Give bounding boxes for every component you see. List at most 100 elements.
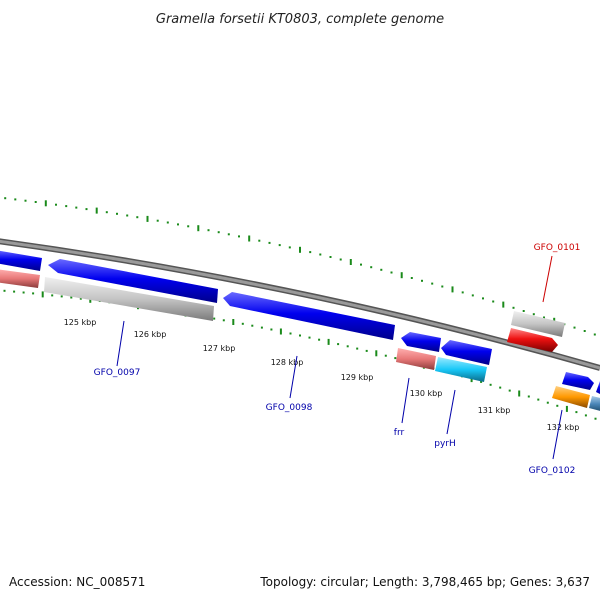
outer-tick-mark <box>258 239 261 242</box>
inner-tick-mark <box>594 417 597 420</box>
outer-tick-mark <box>197 225 200 232</box>
outer-tick-mark <box>339 258 342 261</box>
inner-tick-mark <box>337 343 340 346</box>
inner-tick-mark <box>384 354 387 357</box>
genome-backbone-highlight <box>0 239 600 370</box>
outer-tick-mark <box>217 231 220 234</box>
inner-tick-mark <box>527 395 530 398</box>
inner-tick-mark <box>70 296 73 299</box>
outer-tick-mark <box>55 203 57 206</box>
scale-label-125: 125 kbp <box>64 318 97 327</box>
inner-tick-mark <box>79 297 82 300</box>
gene-cds-blue-1 <box>48 259 218 303</box>
inner-tick-mark <box>289 332 292 335</box>
outer-tick-mark <box>390 271 393 274</box>
outer-tick-mark <box>360 263 362 266</box>
leader-line-frr <box>401 377 410 424</box>
inner-tick-mark <box>232 319 235 325</box>
inner-tick-mark <box>508 389 511 392</box>
gene-cds-pyrH-arrow <box>441 340 492 365</box>
gene-rna-pink-left <box>0 269 40 288</box>
inner-tick-mark <box>537 398 540 401</box>
gene-label-gfo-0102: GFO_0102 <box>529 466 576 476</box>
outer-tick-mark <box>309 251 312 254</box>
inner-tick-mark <box>565 405 568 412</box>
outer-tick-mark <box>85 208 88 211</box>
outer-tick-mark <box>380 268 383 271</box>
outer-tick-mark <box>370 266 373 269</box>
inner-tick-mark <box>213 317 216 320</box>
gene-cds-steel-right <box>589 396 600 411</box>
inner-tick-mark <box>394 357 397 360</box>
scale-label-129: 129 kbp <box>341 373 374 382</box>
inner-tick-mark <box>222 319 225 322</box>
leader-line-gfo-0098 <box>289 355 298 399</box>
outer-tick-mark <box>461 291 464 294</box>
outer-tick-mark <box>349 259 352 265</box>
outer-tick-mark <box>278 244 281 247</box>
gene-label-gfo-0097: GFO_0097 <box>94 368 141 378</box>
outer-tick-mark <box>126 214 129 217</box>
gene-cds-frr-arrow <box>401 332 441 352</box>
gene-cds-blue-2 <box>223 292 395 340</box>
leader-line-gfo-0101 <box>542 255 553 303</box>
outer-tick-mark <box>319 253 322 256</box>
genome-summary-text: Topology: circular; Length: 3,798,465 bp… <box>259 575 590 589</box>
scale-label-131: 131 kbp <box>478 406 511 415</box>
outer-tick-mark <box>227 233 230 236</box>
leader-line-gfo-0102 <box>552 409 563 460</box>
inner-tick-mark <box>356 347 359 350</box>
gene-cds-orange-0102 <box>552 386 590 408</box>
outer-tick-mark <box>421 279 423 282</box>
inner-tick-mark <box>480 380 483 383</box>
outer-tick-mark <box>207 229 210 232</box>
inner-tick-mark <box>346 345 349 348</box>
leader-line-gfo-0097 <box>116 320 125 367</box>
outer-tick-mark <box>410 277 413 279</box>
inner-tick-mark <box>60 295 63 298</box>
outer-tick-mark <box>146 215 149 222</box>
inner-tick-mark <box>299 334 301 337</box>
inner-tick-mark <box>260 326 263 329</box>
inner-tick-mark <box>51 294 54 297</box>
gene-cds-blue-right <box>562 372 594 390</box>
outer-tick-mark <box>441 285 444 288</box>
scale-label-128: 128 kbp <box>271 358 304 367</box>
inner-tick-mark <box>318 338 321 341</box>
outer-tick-mark <box>502 301 505 308</box>
inner-tick-mark <box>584 414 587 417</box>
leader-lines <box>116 255 563 460</box>
inner-tick-mark <box>365 349 368 352</box>
gene-label-frr: frr <box>394 428 405 438</box>
outer-tick-mark <box>268 241 271 244</box>
outer-tick-mark <box>471 294 474 297</box>
inner-tick-mark <box>3 289 6 292</box>
inner-tick-mark <box>41 291 44 298</box>
inner-tick-mark <box>32 292 35 295</box>
outer-tick-mark <box>451 286 454 293</box>
scale-label-130: 130 kbp <box>410 389 443 398</box>
inner-tick-mark <box>556 404 559 407</box>
gene-label-pyrH: pyrH <box>434 439 456 449</box>
outer-tick-mark <box>187 225 190 228</box>
outer-tick-mark <box>65 205 68 208</box>
outer-tick-mark <box>583 330 586 332</box>
leader-line-pyrH <box>446 389 456 435</box>
outer-tick-mark <box>4 197 7 200</box>
outer-tick-mark <box>573 326 576 329</box>
outer-tick-mark <box>34 201 37 203</box>
outer-tick-mark <box>299 246 301 253</box>
outer-tick-mark <box>543 316 545 319</box>
outer-tick-mark <box>95 207 98 214</box>
accession-text: Accession: NC_008571 <box>9 575 145 589</box>
outer-tick-mark <box>105 211 108 214</box>
outer-tick-mark <box>156 219 159 222</box>
outer-tick-mark <box>512 306 515 309</box>
inner-tick-mark <box>327 338 330 345</box>
outer-tick-mark <box>482 297 484 300</box>
gene-label-gfo-0101: GFO_0101 <box>534 243 581 253</box>
gene-label-gfo-0098: GFO_0098 <box>266 403 313 413</box>
outer-tick-mark <box>492 300 495 303</box>
inner-tick-mark <box>546 401 549 404</box>
outer-tick-mark <box>116 212 118 215</box>
